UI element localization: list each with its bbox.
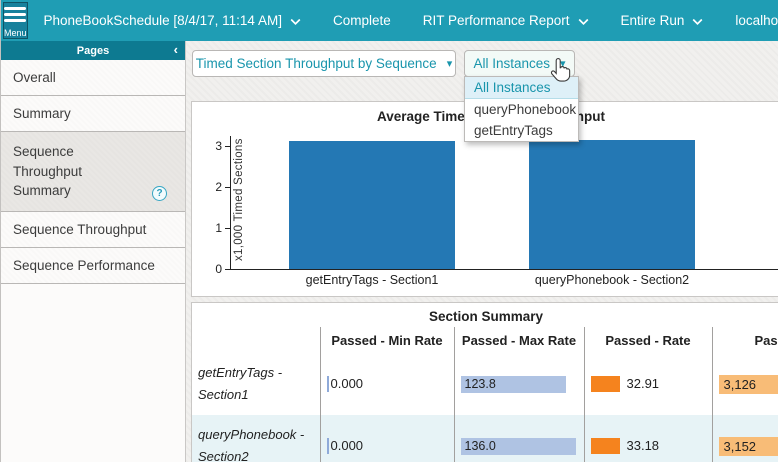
rate-cell: 33.18 bbox=[583, 415, 712, 462]
y-axis-tick-label: 1 bbox=[215, 221, 222, 236]
host-label: localhost bbox=[735, 13, 778, 28]
hamburger-icon bbox=[4, 4, 27, 25]
chevron-down-icon bbox=[692, 16, 703, 26]
sidebar-item-sequence-throughput[interactable]: Sequence Throughput bbox=[1, 211, 185, 248]
instance-select-dropdown[interactable]: All Instances ▾ bbox=[464, 50, 575, 77]
dropdown-option-queryphonebook[interactable]: queryPhonebook bbox=[474, 102, 577, 117]
column-header-blank bbox=[192, 327, 320, 353]
dropdown-option-all-instances[interactable]: All Instances bbox=[465, 77, 578, 99]
passed-cell: 3,152 bbox=[711, 415, 778, 462]
schedule-dropdown[interactable]: PhoneBookSchedule [8/4/17, 11:14 AM] bbox=[28, 0, 317, 41]
schedule-dropdown-label: PhoneBookSchedule [8/4/17, 11:14 AM] bbox=[43, 13, 282, 28]
top-bar: Menu PhoneBookSchedule [8/4/17, 11:14 AM… bbox=[1, 0, 778, 41]
collapse-sidebar-icon[interactable]: ‹ bbox=[173, 42, 178, 57]
dropdown-option-getentrytags[interactable]: getEntryTags bbox=[474, 123, 553, 138]
max-rate-bar: 123.8 bbox=[460, 375, 566, 393]
row-name: queryPhonebook - Section2 bbox=[192, 415, 320, 462]
status-badge: Complete bbox=[317, 0, 407, 41]
instance-select-value: All Instances bbox=[473, 56, 550, 71]
main-content: Timed Section Throughput by Sequence ▾ A… bbox=[186, 41, 778, 462]
max-rate-cell: 136.0 bbox=[453, 415, 584, 462]
instance-dropdown-list: All Instances queryPhonebook getEntryTag… bbox=[464, 76, 579, 142]
sidebar-item-sequence-throughput-summary[interactable]: Sequence Throughput Summary ? bbox=[1, 132, 185, 212]
menu-button-label: Menu bbox=[4, 27, 27, 38]
report-select-value: Timed Section Throughput by Sequence bbox=[195, 56, 437, 71]
x-axis-category-label: queryPhonebook - Section2 bbox=[534, 273, 690, 287]
chevron-down-icon bbox=[578, 16, 589, 26]
help-icon[interactable]: ? bbox=[152, 185, 167, 201]
rate-value: 32.91 bbox=[626, 375, 660, 391]
run-scope-label: Entire Run bbox=[620, 13, 685, 28]
rate-bar bbox=[590, 438, 620, 455]
chart-bar bbox=[529, 140, 695, 269]
sidebar-item-label: Overall bbox=[13, 70, 56, 85]
host-dropdown[interactable]: localhost bbox=[719, 0, 778, 41]
row-name: getEntryTags - Section1 bbox=[192, 353, 320, 415]
menu-button[interactable]: Menu bbox=[3, 2, 28, 39]
dropdown-arrow-icon: ▾ bbox=[560, 58, 566, 70]
table-title: Section Summary bbox=[428, 309, 544, 324]
min-rate-value: 0.000 bbox=[330, 375, 364, 391]
passed-bar: 3,152 bbox=[718, 436, 778, 456]
y-axis-tick bbox=[225, 228, 230, 230]
max-rate-cell: 123.8 bbox=[453, 353, 584, 415]
sidebar-item-label: Sequence Performance bbox=[13, 257, 155, 273]
sidebar-item-label: Sequence Throughput Summary bbox=[13, 144, 83, 199]
y-axis-tick bbox=[225, 269, 230, 270]
y-axis-tick bbox=[225, 187, 230, 189]
max-rate-bar: 136.0 bbox=[460, 437, 576, 455]
y-axis-tick-label: 0 bbox=[215, 262, 222, 276]
x-axis bbox=[230, 269, 778, 270]
chart-bar bbox=[289, 141, 455, 269]
min-rate-bar bbox=[326, 376, 329, 393]
sidebar-item-label: Summary bbox=[13, 106, 71, 121]
sidebar: Pages ‹ Overall Summary Sequence Through… bbox=[1, 41, 186, 462]
rate-value: 33.18 bbox=[626, 437, 660, 453]
x-axis-category-label: getEntryTags - Section1 bbox=[305, 273, 439, 287]
min-rate-bar bbox=[326, 438, 329, 455]
sidebar-item-sequence-performance[interactable]: Sequence Performance bbox=[1, 247, 185, 284]
table-header-row: Passed - Min Rate Passed - Max Rate Pass… bbox=[192, 327, 778, 353]
rate-bar bbox=[590, 376, 620, 393]
y-axis-tick-label: 3 bbox=[215, 139, 222, 154]
passed-bar: 3,126 bbox=[718, 374, 778, 394]
y-axis-tick bbox=[225, 146, 230, 148]
y-axis-tick-label: 2 bbox=[215, 180, 222, 195]
report-select-dropdown[interactable]: Timed Section Throughput by Sequence ▾ bbox=[192, 50, 456, 77]
column-header-max-rate: Passed - Max Rate bbox=[453, 327, 584, 353]
pages-header: Pages ‹ bbox=[1, 41, 185, 60]
min-rate-cell: 0.000 bbox=[319, 415, 454, 462]
report-type-dropdown[interactable]: RIT Performance Report bbox=[407, 0, 605, 41]
column-header-min-rate: Passed - Min Rate bbox=[319, 327, 454, 353]
sidebar-item-label: Sequence Throughput bbox=[13, 221, 147, 237]
sidebar-item-summary[interactable]: Summary bbox=[1, 96, 185, 132]
run-scope-dropdown[interactable]: Entire Run bbox=[605, 0, 720, 41]
chevron-down-icon bbox=[290, 16, 301, 26]
chart-plot-area: x1,000 Timed Sections 0 1 2 3 getEntryTags -… bbox=[192, 102, 778, 296]
report-type-label: RIT Performance Report bbox=[422, 13, 570, 28]
min-rate-value: 0.000 bbox=[330, 437, 364, 453]
y-axis bbox=[230, 136, 231, 269]
min-rate-cell: 0.000 bbox=[319, 353, 454, 415]
dropdown-arrow-icon: ▾ bbox=[446, 58, 453, 70]
column-header-rate: Passed - Rate bbox=[583, 327, 712, 353]
passed-cell: 3,126 bbox=[711, 353, 778, 415]
table-row: queryPhonebook - Section2 0.000 136.0 33… bbox=[192, 415, 778, 462]
y-axis-label: x1,000 Timed Sections bbox=[233, 138, 245, 262]
section-summary-table: Section Summary Passed - Min Rate Passed… bbox=[191, 302, 778, 462]
table-row: getEntryTags - Section1 0.000 123.8 32.9… bbox=[192, 353, 778, 415]
pages-header-title: Pages bbox=[76, 44, 110, 57]
sidebar-item-overall[interactable]: Overall bbox=[1, 60, 185, 96]
rate-cell: 32.91 bbox=[583, 353, 712, 415]
column-header-passed: Passed bbox=[711, 327, 778, 353]
status-label: Complete bbox=[332, 13, 391, 28]
